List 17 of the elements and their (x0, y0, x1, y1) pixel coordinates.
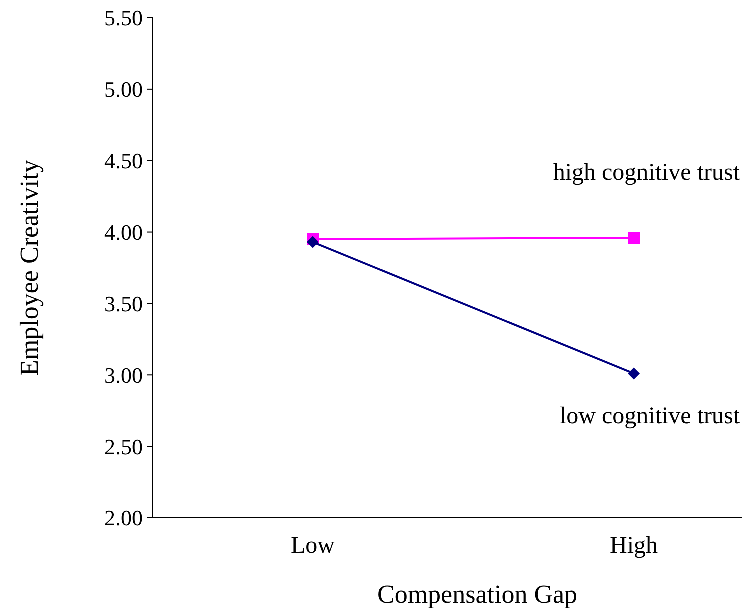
point (307, 236, 319, 248)
text: high cognitive trust (553, 160, 740, 186)
x-tick-label: Low (291, 533, 336, 559)
x-axis-title: Compensation Gap (377, 580, 578, 609)
y-tick-label: 5.50 (104, 6, 143, 31)
point (628, 368, 640, 380)
x-tick-label: High (610, 533, 658, 559)
y-tick-label: 5.00 (104, 77, 143, 102)
y-axis-title: Employee Creativity (15, 160, 44, 376)
y-tick-label: 2.50 (104, 434, 143, 460)
y-tick-label: 3.50 (104, 291, 143, 316)
series-label: low cognitive trust (560, 404, 740, 430)
point (628, 232, 640, 244)
y-tick-label: 2.00 (104, 506, 143, 531)
y-tick-label: 4.00 (104, 220, 143, 245)
y-tick-label: 4.50 (104, 148, 143, 174)
y-tick-label: 3.00 (104, 362, 143, 388)
